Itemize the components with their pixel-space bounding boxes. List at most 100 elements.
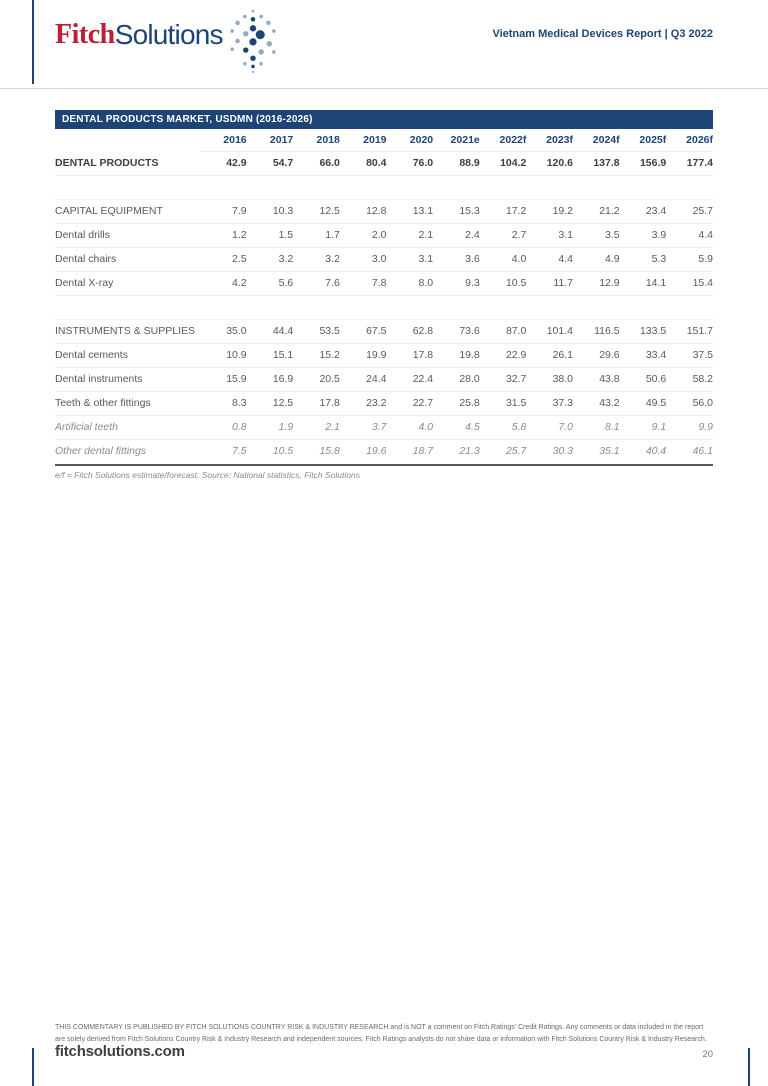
value-cell: 25.7 — [505, 445, 527, 458]
value-cell: 3.5 — [573, 223, 620, 248]
value-cell: 120.6 — [526, 151, 573, 176]
value-cell: 19.9 — [339, 343, 387, 368]
value-cell: 10.5 — [479, 271, 527, 296]
value-cell: 21.2 — [573, 199, 620, 224]
row-label: DENTAL PRODUCTS — [55, 151, 200, 176]
value-cell: 35.1 — [599, 445, 620, 458]
value-cell: 177.4 — [666, 151, 713, 176]
value-cell: 156.9 — [619, 151, 667, 176]
value-cell: 58.2 — [666, 367, 713, 392]
footer-disclaimer: THIS COMMENTARY IS PUBLISHED BY FITCH SO… — [55, 1024, 707, 1044]
value-cell: 7.8 — [339, 271, 387, 296]
value-cell: 53.5 — [293, 319, 340, 344]
value-cell: 4.4 — [666, 223, 713, 248]
row-label: Artificial teeth — [55, 415, 200, 440]
table-row: Other dental fittings 7.5 10.5 15.8 19.6 18.7… — [55, 439, 713, 463]
value-cell: 3.6 — [433, 247, 480, 272]
value-cell: 23.2 — [339, 391, 387, 416]
value-cell: 0.8 — [200, 415, 247, 440]
table-row: Artificial teeth 0.8 1.9 2.1 3.7 4.0 4.5 5.8 7.0… — [55, 415, 713, 440]
table-title-bar: DENTAL PRODUCTS MARKET, USDMN (2016-2026… — [55, 110, 713, 129]
value-cell: 101.4 — [526, 319, 573, 344]
table-footnote: e/f = Fitch Solutions estimate/forecast.… — [55, 470, 360, 480]
value-cell: 20.5 — [293, 367, 340, 392]
year-column-header: 2024f — [573, 129, 620, 152]
value-cell: 33.4 — [619, 343, 667, 368]
value-cell: 87.0 — [479, 319, 527, 344]
value-cell: 4.5 — [433, 415, 480, 440]
value-cell: 25.8 — [433, 391, 480, 416]
table-bottom-rule — [55, 464, 713, 466]
value-cell: 28.0 — [433, 367, 480, 392]
table-row: Dental X-ray 4.2 5.6 7.6 7.8 8.0 9.3 10.5 11.7 12… — [55, 271, 713, 296]
table-row: Dental chairs 2.5 3.2 3.2 3.0 3.1 3.6 4.0 4.4 4.9… — [55, 247, 713, 272]
value-cell: 19.6 — [366, 445, 387, 458]
value-cell: 24.4 — [339, 367, 387, 392]
value-cell: 10.5 — [272, 445, 294, 458]
value-cell: 49.5 — [619, 391, 667, 416]
value-cell: 10.3 — [246, 199, 294, 224]
value-cell: 17.8 — [293, 391, 340, 416]
value-cell: 2.5 — [200, 247, 247, 272]
value-cell: 40.4 — [645, 445, 667, 458]
value-cell: 8.3 — [200, 391, 247, 416]
label-column-header — [55, 129, 200, 151]
value-cell: 15.8 — [319, 445, 340, 458]
spacer-row — [55, 175, 713, 200]
value-cell: 15.3 — [433, 199, 480, 224]
year-column-header: 2021e — [433, 129, 480, 152]
value-cell: 17.2 — [479, 199, 527, 224]
table-row: DENTAL PRODUCTS 42.9 54.7 66.0 80.4 76.0 88.9 1… — [55, 151, 713, 176]
table-row: Dental drills 1.2 1.5 1.7 2.0 2.1 2.4 2.7 3.1 3.5… — [55, 223, 713, 248]
spacer-cell — [55, 295, 713, 320]
dental-products-table: DENTAL PRODUCTS MARKET, USDMN (2016-2026… — [55, 110, 713, 480]
year-column-header: 2023f — [526, 129, 573, 152]
value-cell: 14.1 — [619, 271, 667, 296]
value-cell: 15.4 — [666, 271, 713, 296]
value-cell: 50.6 — [619, 367, 667, 392]
value-cell: 73.6 — [433, 319, 480, 344]
logo-starburst-dots-icon — [224, 8, 282, 79]
value-cell: 116.5 — [573, 319, 620, 344]
value-cell: 15.1 — [246, 343, 294, 368]
value-cell: 12.9 — [573, 271, 620, 296]
year-column-header: 2016 — [200, 129, 247, 152]
value-cell: 137.8 — [573, 151, 620, 176]
table-row: INSTRUMENTS & SUPPLIES 35.0 44.4 53.5 67.5 62… — [55, 319, 713, 344]
value-cell: 2.0 — [339, 223, 387, 248]
value-cell: 26.1 — [526, 343, 573, 368]
value-cell: 21.3 — [459, 445, 480, 458]
fitch-solutions-logo: Fitch Solutions — [55, 9, 282, 79]
row-label: CAPITAL EQUIPMENT — [55, 199, 200, 224]
value-cell: 5.9 — [666, 247, 713, 272]
value-cell: 3.2 — [293, 247, 340, 272]
value-cell: 43.8 — [573, 367, 620, 392]
year-column-header: 2019 — [339, 129, 387, 152]
value-cell: 35.0 — [200, 319, 247, 344]
fitchsolutions-website-link[interactable]: fitchsolutions.com — [55, 1043, 185, 1060]
value-cell: 2.4 — [433, 223, 480, 248]
value-cell: 4.9 — [573, 247, 620, 272]
year-column-header: 2017 — [246, 129, 294, 152]
value-cell: 10.9 — [200, 343, 247, 368]
bottom-right-accent-line — [748, 1048, 750, 1086]
value-cell: 9.1 — [619, 415, 667, 440]
value-cell: 15.9 — [200, 367, 247, 392]
row-label: Dental instruments — [55, 367, 200, 392]
value-cell: 2.1 — [386, 223, 434, 248]
year-column-header: 2026f — [666, 129, 713, 152]
value-cell: 1.2 — [200, 223, 247, 248]
value-cell: 3.1 — [526, 223, 573, 248]
value-cell: 22.7 — [386, 391, 434, 416]
value-cell: 7.6 — [293, 271, 340, 296]
value-cell: 32.7 — [479, 367, 527, 392]
row-label: Dental cements — [55, 343, 200, 368]
value-cell: 7.5 — [232, 445, 247, 458]
row-label: Teeth & other fittings — [55, 391, 200, 416]
value-cell: 38.0 — [526, 367, 573, 392]
value-cell: 12.5 — [246, 391, 294, 416]
row-label: Dental X-ray — [55, 271, 200, 296]
value-cell: 62.8 — [386, 319, 434, 344]
row-label: Dental chairs — [55, 247, 200, 272]
table-row: Teeth & other fittings 8.3 12.5 17.8 23.2 22.… — [55, 391, 713, 416]
